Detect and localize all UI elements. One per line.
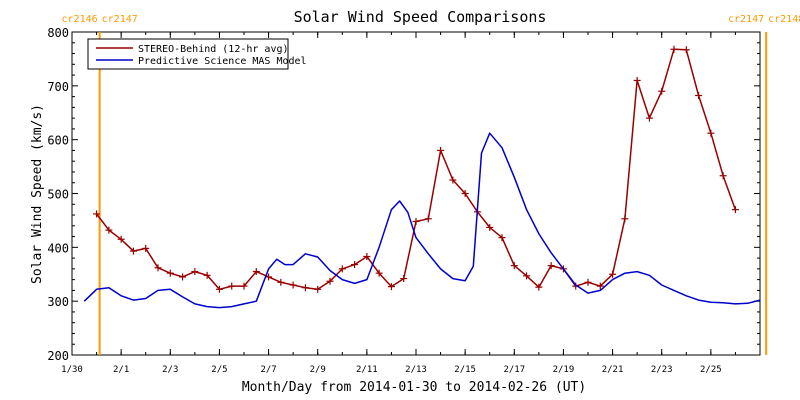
- data-point-0: [240, 282, 248, 290]
- data-point-0: [228, 282, 236, 290]
- x-tick-label: 2/23: [651, 365, 673, 375]
- data-point-0: [351, 261, 359, 269]
- data-point-0: [142, 244, 150, 252]
- data-point-0: [363, 252, 371, 260]
- series-line-0: [96, 48, 737, 291]
- data-point-0: [277, 278, 285, 286]
- x-tick-label: 2/17: [503, 365, 525, 375]
- data-point-0: [486, 223, 494, 231]
- data-point-0: [449, 176, 457, 184]
- x-axis: 1/30 2/1 2/3 2/5 2/7 2/9 2/11 2/13 2/15 2/17 2/19 2…: [61, 32, 761, 375]
- data-point-0: [105, 226, 113, 234]
- carrington-label-left: cr2147: [728, 14, 764, 25]
- data-point-0: [166, 269, 174, 277]
- data-point-0: [609, 270, 617, 278]
- data-point-0: [645, 114, 653, 122]
- y-tick-label: 200: [47, 349, 69, 363]
- data-point-0: [596, 282, 604, 290]
- data-point-0: [523, 272, 531, 280]
- data-point-0: [719, 172, 727, 180]
- data-point-0: [412, 217, 420, 225]
- data-point-0: [682, 46, 690, 54]
- data-point-0: [129, 247, 137, 255]
- carrington-rotation-markers: cr2146 cr2147 cr2147 cr2148: [62, 14, 800, 355]
- data-point-0: [400, 275, 408, 283]
- legend-label-model: Predictive Science MAS Model: [138, 56, 307, 67]
- x-tick-label: 2/9: [310, 365, 326, 375]
- data-point-0: [670, 45, 678, 53]
- data-point-0: [215, 285, 223, 293]
- data-point-0: [326, 277, 334, 285]
- series-layer: [83, 45, 761, 309]
- data-point-0: [707, 129, 715, 137]
- plot-frame: [71, 31, 761, 356]
- x-tick-label: 2/15: [454, 365, 476, 375]
- x-tick-label: 2/5: [211, 365, 227, 375]
- data-point-0: [387, 283, 395, 291]
- y-tick-label: 600: [47, 134, 69, 148]
- data-point-0: [375, 269, 383, 277]
- data-point-0: [461, 190, 469, 197]
- data-point-0: [314, 285, 322, 293]
- series-line-1: [83, 132, 761, 309]
- x-tick-label: 2/7: [260, 365, 276, 375]
- carrington-label-left: cr2146: [62, 14, 98, 25]
- y-tick-label: 700: [47, 80, 69, 94]
- data-point-0: [117, 235, 125, 243]
- carrington-label-right: cr2147: [102, 14, 138, 25]
- data-point-0: [547, 262, 555, 270]
- x-tick-label: 2/1: [113, 365, 129, 375]
- data-point-0: [252, 268, 260, 276]
- chart-title: Solar Wind Speed Comparisons: [294, 8, 547, 26]
- data-point-0: [510, 262, 518, 270]
- y-tick-label: 300: [47, 295, 69, 309]
- legend: STEREO-Behind (12-hr avg) Predictive Sci…: [87, 38, 307, 70]
- x-tick-label: 1/30: [61, 365, 83, 375]
- data-point-0: [338, 265, 346, 273]
- data-point-0: [424, 215, 432, 223]
- x-tick-label: 2/19: [553, 365, 575, 375]
- x-tick-label: 2/13: [405, 365, 427, 375]
- y-tick-label: 500: [47, 188, 69, 202]
- legend-box: [87, 38, 289, 70]
- y-tick-label: 800: [47, 26, 69, 40]
- x-tick-label: 2/21: [602, 365, 624, 375]
- data-point-0: [633, 76, 641, 84]
- data-point-0: [301, 284, 309, 292]
- y-tick-label: 400: [47, 241, 69, 255]
- data-point-0: [437, 146, 445, 154]
- x-tick-label: 2/11: [356, 365, 378, 375]
- y-axis-label: Solar Wind Speed (km/s): [30, 104, 45, 284]
- data-point-0: [658, 87, 666, 95]
- data-point-0: [584, 278, 592, 286]
- data-point-0: [731, 206, 739, 214]
- data-point-0: [621, 215, 629, 223]
- data-point-0: [93, 210, 101, 218]
- data-point-0: [154, 264, 162, 272]
- legend-label-stereo: STEREO-Behind (12-hr avg): [138, 44, 289, 55]
- data-point-0: [498, 234, 506, 242]
- x-tick-label: 2/3: [162, 365, 178, 375]
- x-tick-label: 2/25: [700, 365, 722, 375]
- data-point-0: [179, 273, 187, 281]
- data-point-0: [535, 283, 543, 291]
- y-axis: 200 300 400 500 600 700 800: [47, 26, 760, 363]
- data-point-0: [203, 271, 211, 279]
- carrington-label-right: cr2148: [768, 14, 800, 25]
- data-point-0: [695, 92, 703, 100]
- data-point-0: [289, 281, 297, 289]
- data-point-0: [191, 268, 199, 276]
- x-axis-label: Month/Day from 2014-01-30 to 2014-02-26 …: [242, 380, 586, 395]
